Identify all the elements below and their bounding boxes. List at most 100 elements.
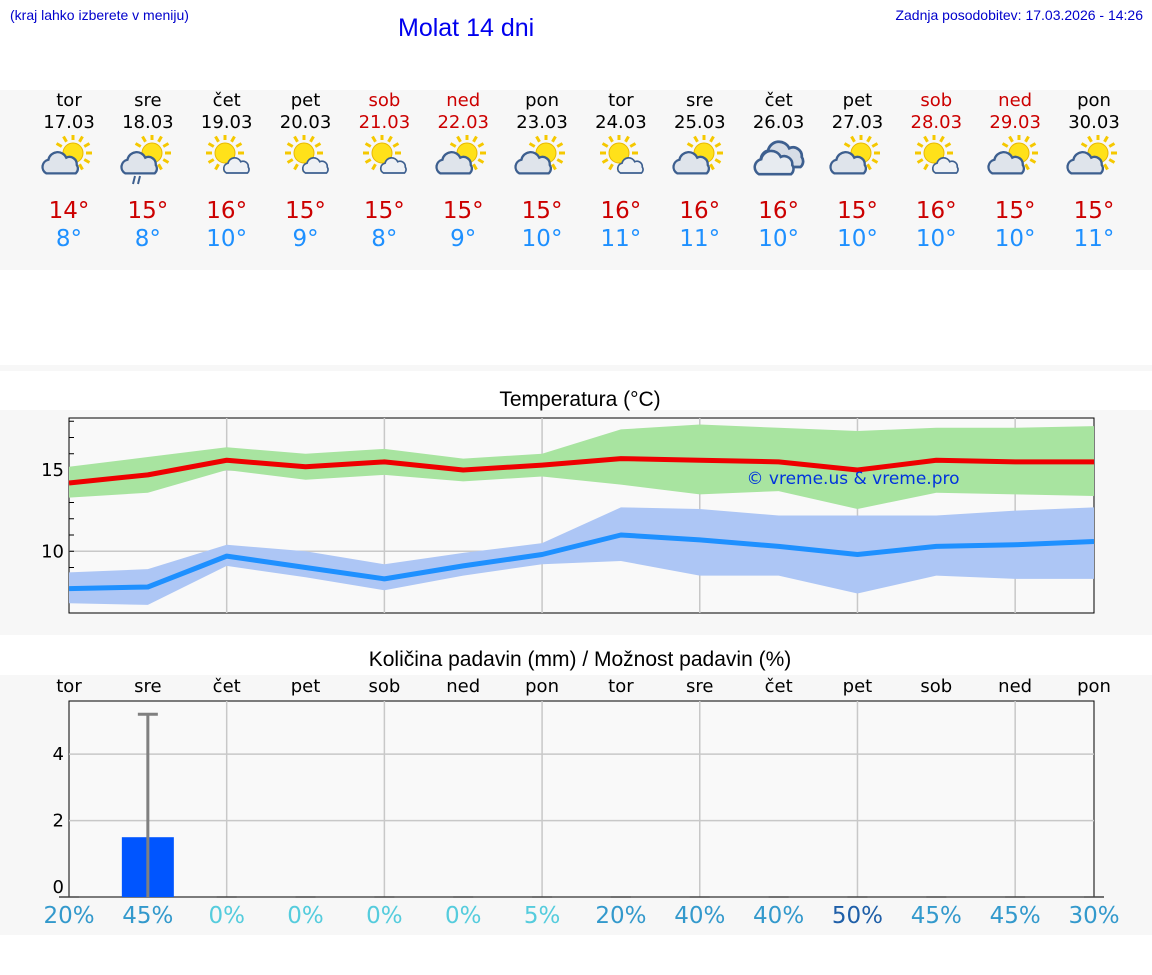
day-date: 17.03 bbox=[43, 112, 95, 133]
y-tick-label: 4 bbox=[53, 744, 64, 765]
day-date: 25.03 bbox=[674, 112, 726, 133]
min-temperature: 8° bbox=[371, 226, 398, 252]
day-name: pet bbox=[290, 90, 321, 111]
sun-small-cloud-icon bbox=[197, 134, 257, 185]
daily-forecast-panel bbox=[0, 90, 1152, 270]
precipitation-day-label: ned bbox=[446, 676, 481, 697]
min-temperature: 11° bbox=[1073, 226, 1115, 252]
day-date: 30.03 bbox=[1068, 112, 1120, 133]
max-temperature: 16° bbox=[600, 198, 642, 224]
day-name: sob bbox=[920, 90, 953, 111]
overcast-icon bbox=[749, 135, 809, 185]
precipitation-probability: 20% bbox=[595, 903, 647, 929]
min-temperature: 9° bbox=[450, 226, 477, 252]
y-tick-label: 10 bbox=[41, 541, 64, 562]
day-name: tor bbox=[608, 90, 634, 111]
day-date: 18.03 bbox=[122, 112, 174, 133]
sun-cloud-icon bbox=[512, 134, 572, 185]
max-temperature: 14° bbox=[48, 198, 90, 224]
y-tick-label: 0 bbox=[53, 877, 64, 898]
max-temperature: 15° bbox=[1073, 198, 1115, 224]
day-name: sre bbox=[134, 90, 162, 111]
sun-cloud-icon bbox=[433, 134, 493, 185]
max-temperature-line bbox=[68, 456, 1094, 486]
precipitation-probability: 0% bbox=[444, 903, 482, 929]
precipitation-day-label: ned bbox=[998, 676, 1033, 697]
precipitation-probability: 0% bbox=[208, 903, 245, 929]
day-name: pon bbox=[525, 90, 559, 111]
max-temperature: 15° bbox=[994, 198, 1036, 224]
last-updated: Zadnja posodobitev: 17.03.2026 - 14:26 bbox=[895, 7, 1143, 23]
precipitation-probability: 50% bbox=[831, 903, 884, 929]
precipitation-day-label: čet bbox=[212, 676, 241, 697]
max-temperature-range-band bbox=[69, 424, 1094, 509]
day-date: 27.03 bbox=[831, 112, 884, 133]
max-temperature: 16° bbox=[758, 198, 799, 224]
sun-small-cloud-icon bbox=[276, 134, 336, 185]
day-date: 23.03 bbox=[516, 112, 568, 133]
precipitation-day-label: sre bbox=[134, 676, 162, 697]
sun-cloud-rain-icon bbox=[118, 134, 178, 185]
precipitation-day-label: sre bbox=[686, 676, 714, 697]
precipitation-day-label: sob bbox=[920, 676, 953, 697]
max-temperature: 15° bbox=[442, 198, 484, 224]
day-name: čet bbox=[212, 90, 241, 111]
min-temperature: 8° bbox=[55, 226, 83, 252]
precipitation-day-label: čet bbox=[764, 676, 793, 697]
precipitation-chart-title: Količina padavin (mm) / Možnost padavin … bbox=[368, 648, 792, 671]
precipitation-chart: 0 2 4 bbox=[53, 700, 1104, 898]
day-name: sob bbox=[368, 90, 401, 111]
min-temperature: 11° bbox=[600, 226, 642, 252]
precipitation-probability: 20% bbox=[43, 903, 95, 929]
max-temperature: 15° bbox=[285, 198, 326, 224]
day-name: pon bbox=[1077, 90, 1111, 111]
precipitation-probability: 45% bbox=[989, 903, 1041, 929]
min-temperature: 10° bbox=[915, 226, 957, 252]
precipitation-probability: 0% bbox=[366, 903, 403, 929]
min-temperature: 10° bbox=[206, 226, 248, 252]
min-temperature: 10° bbox=[837, 226, 878, 252]
sun-cloud-icon bbox=[827, 134, 887, 185]
page-title: Molat 14 dni bbox=[398, 14, 535, 42]
sun-cloud-icon bbox=[985, 134, 1045, 185]
precipitation-day-label: tor bbox=[56, 676, 82, 697]
last-updated-label: Zadnja posodobitev: bbox=[895, 7, 1022, 23]
max-temperature: 15° bbox=[127, 198, 169, 224]
day-name: sre bbox=[686, 90, 714, 111]
precipitation-probability: 40% bbox=[674, 903, 726, 929]
y-tick-label: 15 bbox=[41, 460, 64, 481]
day-date: 20.03 bbox=[279, 112, 332, 133]
precipitation-day-label: pet bbox=[842, 676, 873, 697]
temperature-chart: 10 15 © vreme.us & vreme.pro bbox=[41, 417, 1095, 614]
precipitation-day-label: pon bbox=[1077, 676, 1111, 697]
precipitation-day-label: sob bbox=[368, 676, 401, 697]
sun-cloud-icon bbox=[1064, 134, 1124, 185]
region-hint: (kraj lahko izberete v meniju) bbox=[10, 7, 189, 23]
min-temperature-range-band bbox=[69, 507, 1094, 605]
sun-cloud-icon bbox=[670, 134, 730, 185]
y-tick-label: 2 bbox=[53, 811, 64, 832]
precipitation-probability: 45% bbox=[122, 903, 174, 929]
day-date: 29.03 bbox=[989, 112, 1041, 133]
precipitation-probability: 5% bbox=[523, 903, 561, 929]
precipitation-probability: 0% bbox=[287, 903, 324, 929]
divider bbox=[0, 365, 1152, 371]
day-name: ned bbox=[998, 90, 1033, 111]
day-name: pet bbox=[842, 90, 873, 111]
sun-small-cloud-icon bbox=[906, 134, 966, 185]
day-date: 26.03 bbox=[752, 112, 805, 133]
temperature-chart-title: Temperatura (°C) bbox=[499, 388, 661, 411]
watermark: © vreme.us & vreme.pro bbox=[746, 469, 959, 489]
precipitation-probability: 40% bbox=[753, 903, 805, 929]
day-date: 21.03 bbox=[358, 112, 411, 133]
max-temperature: 15° bbox=[363, 198, 405, 224]
day-name: ned bbox=[446, 90, 481, 111]
precipitation-probability: 45% bbox=[910, 903, 962, 929]
min-temperature: 10° bbox=[994, 226, 1036, 252]
sun-small-cloud-icon bbox=[354, 134, 414, 185]
max-temperature: 16° bbox=[206, 198, 248, 224]
sun-cloud-icon bbox=[39, 134, 99, 185]
last-updated-value: 17.03.2026 - 14:26 bbox=[1025, 7, 1143, 23]
min-temperature-line bbox=[68, 532, 1095, 592]
day-date: 19.03 bbox=[200, 112, 253, 133]
